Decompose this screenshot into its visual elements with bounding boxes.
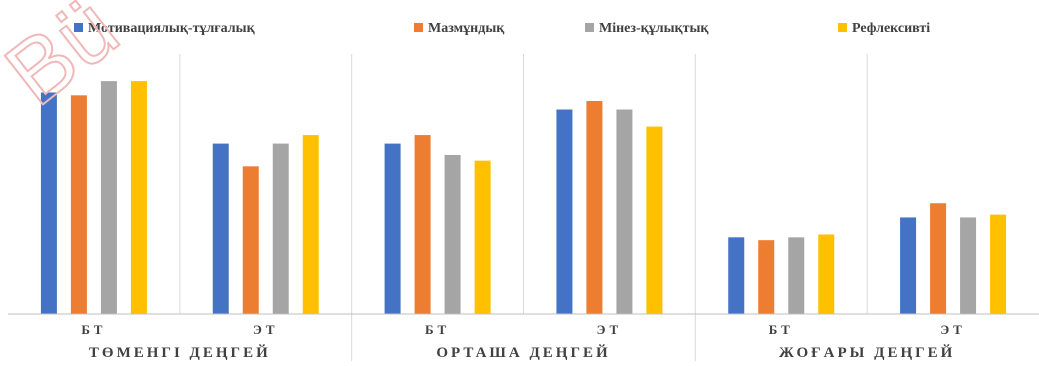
x-tick-label: ЭТ — [940, 322, 966, 337]
bar-4-2 — [302, 135, 319, 314]
bar-3-3 — [444, 154, 461, 314]
bars-layer — [40, 81, 1007, 315]
bar-1-3 — [384, 143, 401, 314]
group-label: ЖОҒАРЫ ДЕҢГЕЙ — [779, 344, 955, 361]
legend-swatch — [585, 23, 594, 32]
legend-label: Рефлексивті — [852, 21, 930, 36]
bar-3-1 — [100, 81, 117, 315]
group-label: ОРТАША ДЕҢГЕЙ — [436, 344, 610, 361]
bar-1-2 — [212, 143, 229, 314]
legend-swatch — [74, 23, 83, 32]
bar-2-5 — [758, 240, 775, 314]
bar-1-6 — [900, 217, 917, 314]
bar-2-3 — [414, 135, 431, 314]
x-tick-label: БТ — [769, 322, 794, 337]
legend: Мотивациялық-тұлғалық Мазмұндық Мінез-құлы… — [74, 21, 930, 36]
legend-label: Мотивациялық-тұлғалық — [88, 21, 256, 36]
bar-2-1 — [70, 95, 87, 314]
legend-swatch — [838, 23, 847, 32]
bar-3-6 — [960, 217, 977, 314]
bar-4-3 — [474, 160, 491, 314]
bar-1-5 — [728, 237, 745, 314]
x-tick-label: ЭТ — [253, 322, 279, 337]
bar-2-6 — [930, 203, 947, 314]
bar-2-4 — [586, 101, 603, 314]
ticks-layer: БТ ЭТ БТ ЭТ БТ ЭТ ТӨМЕНГІ ДЕҢГЕЙ ОРТАША ДЕҢГЕЙ Ж… — [81, 322, 966, 361]
x-tick-label: ЭТ — [597, 322, 623, 337]
bar-2-2 — [242, 166, 259, 314]
bar-3-4 — [616, 109, 633, 315]
legend-label: Мазмұндық — [428, 21, 505, 36]
x-tick-label: БТ — [425, 322, 450, 337]
bar-1-1 — [40, 92, 57, 314]
legend-swatch — [414, 23, 423, 32]
bar-3-5 — [788, 237, 805, 314]
group-label: ТӨМЕНГІ ДЕҢГЕЙ — [89, 344, 271, 361]
bar-1-4 — [556, 109, 573, 315]
legend-label: Мінез-құлықтық — [599, 21, 709, 36]
bar-4-6 — [990, 214, 1007, 314]
bar-4-1 — [130, 81, 147, 315]
bar-3-2 — [272, 143, 289, 314]
bar-4-4 — [646, 126, 663, 314]
x-tick-label: БТ — [81, 322, 106, 337]
bar-4-5 — [818, 234, 835, 314]
dividers-layer — [179, 54, 868, 361]
